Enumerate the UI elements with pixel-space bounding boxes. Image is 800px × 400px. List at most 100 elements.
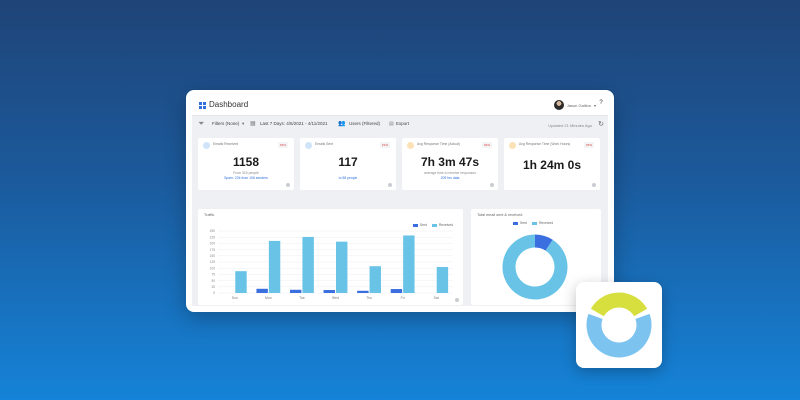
kpi-link[interactable]: to 58 people <box>338 176 358 180</box>
date-range-dropdown[interactable]: Last 7 Days: 4/5/2021 - 4/11/2021 <box>260 121 328 126</box>
kpi-card-emails-sent: Emails Sent ▾1% 117 to 58 people <box>300 138 396 190</box>
y-tick-label: 250 <box>210 229 216 233</box>
user-name: Jason Gallion <box>566 102 591 108</box>
x-tick-label: Tue <box>299 296 305 300</box>
user-menu[interactable]: Jason Gallion ▾ <box>553 100 596 110</box>
x-tick-label: Thu <box>366 296 372 300</box>
legend-label: Sent <box>520 221 527 225</box>
users-icon: 👥 <box>338 121 346 127</box>
info-icon[interactable] <box>592 183 596 187</box>
email-totals-donut <box>502 234 568 300</box>
refresh-icon[interactable]: ↻ <box>598 121 604 128</box>
calendar-icon: ▦ <box>250 121 256 127</box>
filter-bar: ⏷ Filters (None) ▾ ▦ Last 7 Days: 4/5/20… <box>192 116 608 134</box>
send-icon <box>305 142 312 149</box>
kpi-subtext: From 315 people <box>233 171 259 175</box>
info-icon[interactable] <box>490 183 494 187</box>
kpi-link[interactable]: 209 hrs data <box>440 176 460 180</box>
legend-item-sent[interactable]: Sent <box>412 223 427 227</box>
y-tick-label: 175 <box>210 248 216 252</box>
y-tick-label: 0 <box>213 291 215 295</box>
users-dropdown[interactable]: Users (Filtered) <box>349 121 381 126</box>
help-icon[interactable]: ? <box>599 100 603 106</box>
inbox-icon <box>203 142 210 149</box>
info-icon[interactable] <box>455 298 459 302</box>
legend-item-received[interactable]: Received <box>431 223 453 227</box>
kpi-value: 1h 24m 0s <box>522 158 582 172</box>
kpi-card-avg-response-actual: Avg Response Time (Actual) ▾2% 7h 3m 47s… <box>402 138 498 190</box>
y-tick-label: 50 <box>211 279 215 283</box>
dashboard-window: Dashboard Jason Gallion ▾ ? ⏷ Filters (N… <box>186 90 614 312</box>
traffic-chart-card: Traffic Sent Received 0 25 50 75 100 125 150 17… <box>198 209 463 305</box>
bar-received-tue[interactable] <box>302 236 314 293</box>
y-tick-label: 75 <box>211 273 215 277</box>
chart-legend: Sent Received <box>513 221 553 225</box>
document-icon: ▤ <box>389 121 394 127</box>
legend-label: Received <box>538 221 554 225</box>
kpi-subtext: average time to receive responses <box>424 171 476 175</box>
kpi-card-avg-response-work-hours: Avg Response Time (Work Hours) ▾3% 1h 24… <box>504 138 600 190</box>
info-icon[interactable] <box>286 183 290 187</box>
bar-sent-tue[interactable] <box>290 289 302 293</box>
bar-received-wed[interactable] <box>336 241 348 293</box>
chart-legend: Sent Received <box>412 223 453 227</box>
kpi-value: 1158 <box>232 155 260 169</box>
x-tick-label: Sun <box>232 296 238 300</box>
logo-segment-top <box>590 292 648 317</box>
app-logo-icon <box>586 292 652 358</box>
trend-badge: ▾1% <box>380 142 390 148</box>
x-tick-label: Wed <box>332 296 339 300</box>
x-tick-label: Mon <box>265 296 272 300</box>
bar-received-mon[interactable] <box>268 240 281 293</box>
bar-received-sat[interactable] <box>436 266 449 293</box>
dashboard-body: Dashboard Jason Gallion ▾ ? ⏷ Filters (N… <box>192 96 608 306</box>
trend-badge: ▾4% <box>278 142 288 148</box>
y-tick-label: 150 <box>210 254 216 258</box>
filters-dropdown[interactable]: Filters (None) <box>212 121 240 126</box>
donut-slice-sent[interactable] <box>534 234 553 251</box>
legend-swatch <box>412 223 418 227</box>
y-tick-label: 25 <box>211 285 215 289</box>
legend-item-sent[interactable]: Sent <box>513 221 527 225</box>
export-button[interactable]: Export <box>396 121 410 126</box>
page-title: Dashboard <box>209 100 249 109</box>
bar-sent-fri[interactable] <box>390 289 403 293</box>
trend-badge: ▾3% <box>584 142 594 148</box>
bar-sent-wed[interactable] <box>323 290 335 293</box>
kpi-value: 117 <box>338 155 358 169</box>
chevron-down-icon: ▾ <box>242 121 245 126</box>
kpi-link[interactable]: Spam: 234 from 106 senders <box>224 176 268 180</box>
kpi-card-emails-received: Emails Received ▾4% 1158 From 315 people… <box>198 138 294 190</box>
kpi-value: 7h 3m 47s <box>420 155 480 169</box>
legend-swatch <box>431 223 437 227</box>
bar-received-fri[interactable] <box>403 235 415 293</box>
x-tick-label: Fri <box>401 296 405 300</box>
y-tick-label: 125 <box>210 260 216 264</box>
avatar <box>553 100 564 110</box>
legend-swatch <box>531 221 537 225</box>
kpi-label: Emails Received <box>213 142 239 146</box>
clock-icon <box>509 142 516 149</box>
clock-icon <box>407 142 414 149</box>
logo-segment-ring <box>586 313 652 358</box>
legend-label: Received <box>438 223 453 227</box>
y-tick-label: 100 <box>210 266 216 270</box>
bar-sent-thu[interactable] <box>357 290 369 293</box>
y-tick-label: 200 <box>210 242 216 246</box>
legend-item-received[interactable]: Received <box>531 221 554 225</box>
bar-received-thu[interactable] <box>369 266 381 293</box>
chevron-down-icon: ▾ <box>593 102 596 108</box>
bar-sent-mon[interactable] <box>256 288 268 293</box>
bar-received-sun[interactable] <box>235 271 247 293</box>
kpi-label: Avg Response Time (Work Hours) <box>519 142 571 146</box>
y-tick-label: 225 <box>210 235 216 239</box>
kpi-label: Emails Sent <box>315 142 334 146</box>
title-bar: Dashboard Jason Gallion ▾ ? <box>192 96 608 116</box>
info-icon[interactable] <box>388 183 392 187</box>
legend-swatch <box>513 221 518 225</box>
traffic-bar-chart: 0 25 50 75 100 125 150 175 200 225 250 Sun Mon Tue Wed… <box>210 229 453 300</box>
app-logo-tile <box>576 282 662 368</box>
kpi-label: Avg Response Time (Actual) <box>417 142 460 146</box>
funnel-icon: ⏷ <box>198 119 205 128</box>
donut-slice-received[interactable] <box>502 234 568 300</box>
